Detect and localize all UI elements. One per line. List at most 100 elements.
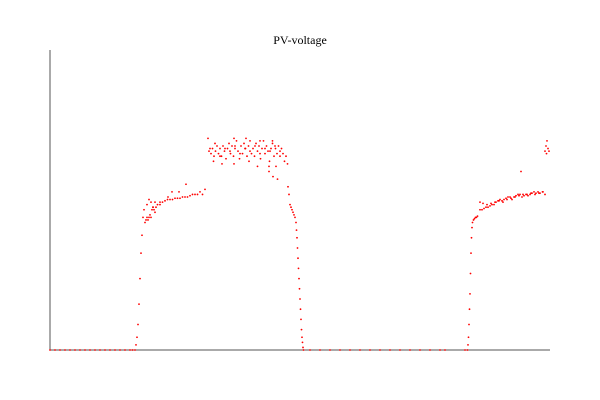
data-point: [161, 201, 164, 204]
data-point: [547, 147, 549, 150]
data-point: [503, 198, 505, 201]
data-point: [535, 192, 537, 195]
data-point: [270, 147, 272, 150]
data-point: [277, 145, 280, 147]
data-point: [349, 349, 351, 351]
data-point: [486, 203, 488, 206]
data-point: [241, 152, 244, 155]
data-point: [466, 349, 469, 351]
data-point: [179, 197, 181, 200]
data-point: [212, 160, 215, 163]
data-point: [140, 252, 142, 255]
data-point: [468, 323, 470, 326]
data-point: [542, 191, 544, 193]
data-point: [285, 155, 287, 158]
data-point: [268, 165, 270, 168]
data-point: [301, 336, 303, 339]
data-point: [534, 193, 536, 196]
data-point: [147, 219, 149, 221]
data-point: [429, 349, 431, 351]
data-point: [148, 198, 150, 201]
data-point: [148, 216, 150, 219]
data-point: [471, 221, 474, 224]
data-point: [259, 140, 261, 142]
data-point: [176, 197, 179, 200]
data-point: [239, 152, 241, 155]
data-point: [171, 198, 174, 201]
data-point: [231, 145, 233, 147]
data-point: [210, 152, 212, 155]
data-point: [167, 196, 169, 198]
data-point: [389, 349, 391, 351]
data-point: [295, 229, 298, 232]
data-point: [185, 183, 187, 186]
data-point: [295, 221, 297, 224]
data-point: [234, 145, 236, 147]
data-point: [54, 349, 56, 351]
data-point: [273, 155, 275, 158]
data-point: [469, 293, 471, 295]
data-point: [174, 197, 176, 200]
data-point: [84, 349, 86, 351]
data-point: [234, 147, 236, 150]
data-point: [359, 349, 361, 351]
data-point: [494, 201, 496, 204]
data-point: [232, 155, 235, 158]
data-point: [286, 162, 289, 165]
data-point: [201, 193, 204, 196]
data-point: [155, 206, 157, 209]
data-point: [544, 150, 546, 153]
data-point: [289, 203, 291, 206]
data-point: [135, 344, 137, 346]
data-point: [253, 155, 256, 158]
data-point: [274, 147, 277, 150]
data-point: [254, 145, 256, 147]
data-point: [166, 198, 169, 201]
data-point: [439, 349, 441, 351]
data-point: [267, 150, 269, 153]
data-point: [217, 152, 220, 155]
data-point: [485, 206, 487, 209]
data-point: [545, 145, 547, 147]
data-point: [224, 147, 226, 150]
data-point: [136, 336, 138, 339]
data-point: [249, 140, 251, 142]
data-point: [204, 188, 206, 191]
data-point: [139, 277, 141, 280]
data-point: [207, 137, 209, 140]
data-point: [472, 219, 475, 221]
data-point: [154, 211, 156, 214]
data-point: [228, 142, 230, 145]
data-point: [209, 147, 211, 150]
data-point: [290, 206, 292, 209]
data-point: [178, 191, 180, 193]
data-point: [419, 349, 421, 351]
data-point: [94, 349, 96, 351]
data-point: [515, 194, 517, 197]
data-point: [152, 206, 154, 209]
data-point: [74, 349, 76, 351]
data-point: [219, 155, 221, 158]
data-point: [509, 196, 511, 198]
data-point: [258, 145, 260, 147]
data-point: [164, 199, 166, 202]
data-point: [523, 194, 525, 197]
data-point: [145, 219, 147, 221]
data-point: [265, 145, 268, 147]
data-point: [146, 203, 148, 206]
data-point: [482, 202, 484, 205]
data-point: [473, 217, 476, 220]
data-point: [233, 162, 235, 165]
chart-title: PV-voltage: [273, 33, 327, 47]
data-point: [143, 208, 145, 211]
data-point: [470, 252, 472, 255]
data-point: [537, 191, 539, 193]
data-point: [498, 199, 500, 202]
data-point: [259, 152, 261, 155]
data-point: [309, 349, 311, 351]
data-point: [548, 150, 550, 153]
data-points: [49, 137, 550, 351]
data-point: [545, 152, 548, 155]
data-point: [109, 349, 111, 351]
data-point: [79, 349, 81, 351]
